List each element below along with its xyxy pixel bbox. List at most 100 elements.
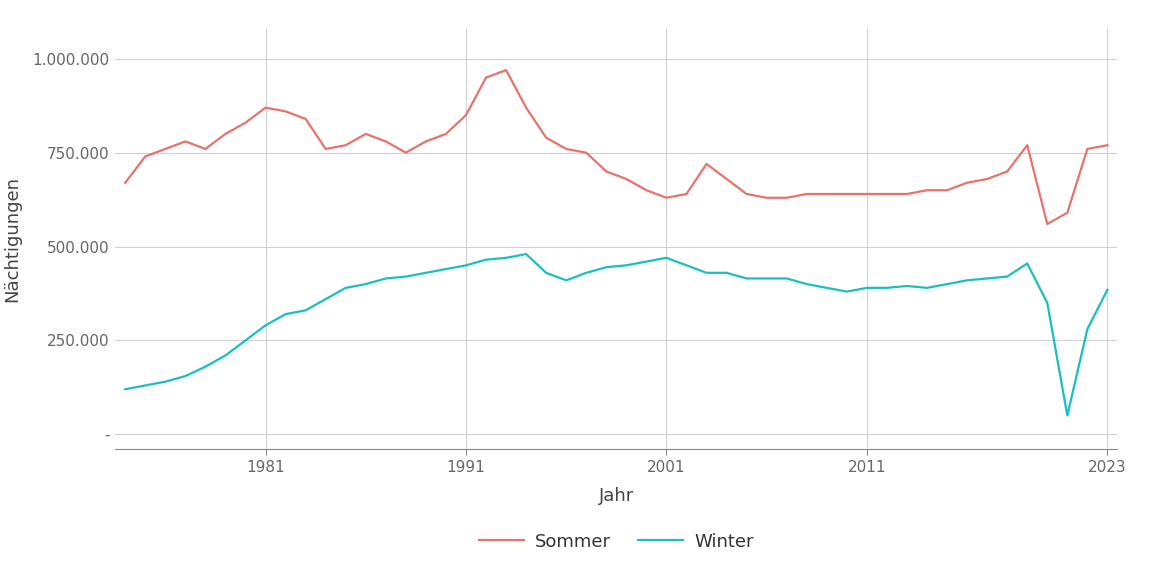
Sommer — [138, 153, 152, 160]
Sommer — [198, 146, 212, 153]
Sommer — [219, 131, 233, 138]
Winter — [439, 266, 453, 272]
Sommer — [520, 104, 533, 111]
Winter — [740, 275, 753, 282]
Winter — [219, 352, 233, 359]
Sommer — [179, 138, 192, 145]
Sommer — [599, 168, 613, 175]
Sommer — [620, 176, 634, 183]
Winter — [138, 382, 152, 389]
Winter — [419, 270, 433, 276]
Sommer — [379, 138, 393, 145]
Sommer — [539, 134, 553, 141]
Winter — [961, 277, 975, 284]
Sommer — [900, 191, 914, 198]
Y-axis label: Nächtigungen: Nächtigungen — [3, 176, 22, 302]
Winter — [119, 386, 132, 393]
Sommer — [840, 191, 854, 198]
Winter — [319, 295, 333, 302]
Winter — [760, 275, 774, 282]
Sommer — [961, 179, 975, 186]
Sommer — [579, 149, 593, 156]
Sommer — [159, 146, 173, 153]
Winter — [820, 285, 834, 291]
Winter — [920, 285, 934, 291]
Sommer — [760, 194, 774, 201]
Sommer — [439, 131, 453, 138]
X-axis label: Jahr: Jahr — [599, 487, 634, 505]
Winter — [159, 378, 173, 385]
Winter — [660, 255, 674, 262]
Winter — [780, 275, 794, 282]
Winter — [399, 273, 412, 280]
Sommer — [940, 187, 954, 194]
Sommer — [479, 74, 493, 81]
Sommer — [238, 119, 252, 126]
Winter — [379, 275, 393, 282]
Winter — [699, 270, 713, 276]
Sommer — [339, 142, 353, 149]
Winter — [940, 281, 954, 287]
Sommer — [1000, 168, 1014, 175]
Sommer — [861, 191, 874, 198]
Sommer — [399, 149, 412, 156]
Sommer — [1021, 142, 1034, 149]
Winter — [720, 270, 734, 276]
Line: Sommer: Sommer — [126, 70, 1107, 224]
Winter — [1081, 325, 1094, 332]
Winter — [1061, 412, 1075, 419]
Sommer — [680, 191, 694, 198]
Sommer — [920, 187, 934, 194]
Winter — [339, 285, 353, 291]
Sommer — [980, 176, 994, 183]
Sommer — [499, 67, 513, 74]
Winter — [1000, 273, 1014, 280]
Sommer — [1061, 209, 1075, 216]
Winter — [620, 262, 634, 269]
Winter — [900, 282, 914, 289]
Sommer — [740, 191, 753, 198]
Winter — [799, 281, 813, 287]
Sommer — [460, 112, 473, 119]
Winter — [599, 264, 613, 271]
Sommer — [660, 194, 674, 201]
Sommer — [799, 191, 813, 198]
Sommer — [880, 191, 894, 198]
Sommer — [820, 191, 834, 198]
Sommer — [298, 115, 312, 122]
Sommer — [780, 194, 794, 201]
Sommer — [639, 187, 653, 194]
Winter — [359, 281, 373, 287]
Legend: Sommer, Winter: Sommer, Winter — [472, 525, 760, 558]
Winter — [1040, 300, 1054, 306]
Winter — [579, 270, 593, 276]
Sommer — [1040, 221, 1054, 228]
Winter — [479, 256, 493, 263]
Winter — [238, 337, 252, 344]
Sommer — [699, 161, 713, 168]
Winter — [980, 275, 994, 282]
Sommer — [419, 138, 433, 145]
Winter — [880, 285, 894, 291]
Winter — [840, 288, 854, 295]
Winter — [1021, 260, 1034, 267]
Winter — [539, 270, 553, 276]
Winter — [198, 363, 212, 370]
Winter — [639, 258, 653, 265]
Winter — [460, 262, 473, 269]
Sommer — [259, 104, 273, 111]
Sommer — [1100, 142, 1114, 149]
Line: Winter: Winter — [126, 254, 1107, 415]
Winter — [1100, 286, 1114, 293]
Winter — [520, 251, 533, 257]
Sommer — [119, 179, 132, 186]
Sommer — [720, 176, 734, 183]
Winter — [179, 373, 192, 380]
Winter — [279, 310, 293, 317]
Sommer — [319, 146, 333, 153]
Winter — [861, 285, 874, 291]
Winter — [298, 307, 312, 314]
Winter — [680, 262, 694, 269]
Sommer — [1081, 146, 1094, 153]
Winter — [259, 322, 273, 329]
